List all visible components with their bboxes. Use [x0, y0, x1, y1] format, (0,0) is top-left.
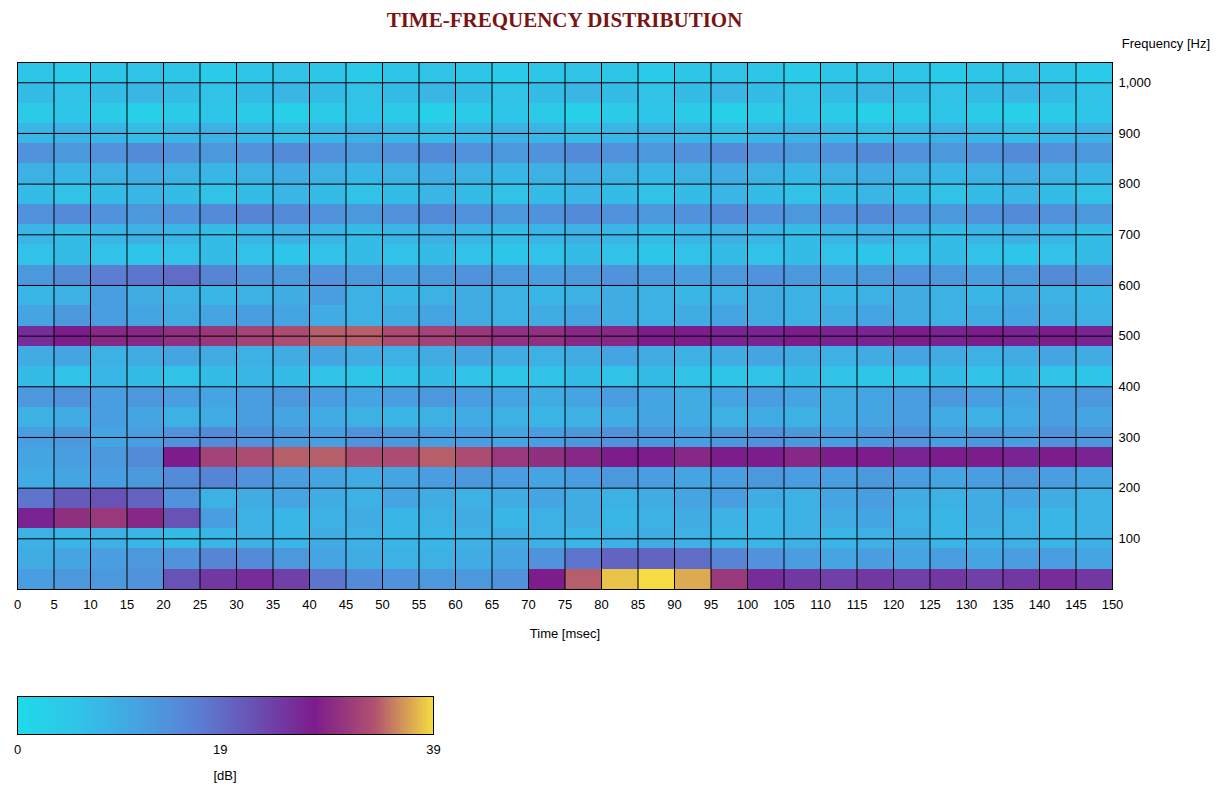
svg-text:75: 75	[558, 597, 572, 612]
svg-text:20: 20	[156, 597, 170, 612]
svg-text:60: 60	[448, 597, 462, 612]
svg-text:50: 50	[375, 597, 389, 612]
html-text:TIME-FREQUENCY DISTRIBUTION: TIME-FREQUENCY DISTRIBUTION	[386, 8, 743, 32]
svg-text:100: 100	[737, 597, 759, 612]
svg-text:600: 600	[1119, 278, 1141, 293]
svg-text:55: 55	[412, 597, 426, 612]
svg-text:125: 125	[919, 597, 941, 612]
svg-text:800: 800	[1119, 176, 1141, 191]
svg-text:90: 90	[667, 597, 681, 612]
svg-text:80: 80	[594, 597, 608, 612]
svg-text:19: 19	[213, 742, 227, 757]
svg-text:35: 35	[266, 597, 280, 612]
svg-text:10: 10	[83, 597, 97, 612]
svg-text:300: 300	[1119, 430, 1141, 445]
svg-text:Time [msec]: Time [msec]	[530, 626, 600, 641]
svg-text:1,000: 1,000	[1119, 75, 1152, 90]
svg-text:110: 110	[810, 597, 831, 612]
svg-text:0: 0	[14, 597, 21, 612]
svg-text:5: 5	[50, 597, 57, 612]
svg-text:85: 85	[631, 597, 645, 612]
svg-text:25: 25	[193, 597, 207, 612]
svg-text:100: 100	[1119, 531, 1141, 546]
svg-text:95: 95	[704, 597, 718, 612]
svg-text:30: 30	[229, 597, 243, 612]
html-text:Frequency [Hz]: Frequency [Hz]	[1121, 36, 1210, 51]
svg-text:140: 140	[1029, 597, 1051, 612]
svg-text:150: 150	[1102, 597, 1124, 612]
svg-text:400: 400	[1119, 379, 1141, 394]
svg-text:70: 70	[521, 597, 535, 612]
svg-text:40: 40	[302, 597, 316, 612]
svg-text:135: 135	[992, 597, 1014, 612]
svg-text:45: 45	[339, 597, 353, 612]
svg-text:0: 0	[14, 742, 21, 757]
svg-text:39: 39	[426, 742, 440, 757]
svg-text:200: 200	[1119, 480, 1141, 495]
svg-text:115: 115	[847, 597, 868, 612]
svg-text:130: 130	[956, 597, 978, 612]
svg-text:900: 900	[1119, 126, 1141, 141]
svg-text:105: 105	[773, 597, 795, 612]
svg-text:65: 65	[485, 597, 499, 612]
svg-text:500: 500	[1119, 328, 1141, 343]
svg-text:120: 120	[883, 597, 905, 612]
svg-text:145: 145	[1065, 597, 1087, 612]
svg-text:700: 700	[1119, 227, 1141, 242]
html-text:[dB]: [dB]	[213, 768, 237, 783]
svg-text:15: 15	[120, 597, 134, 612]
